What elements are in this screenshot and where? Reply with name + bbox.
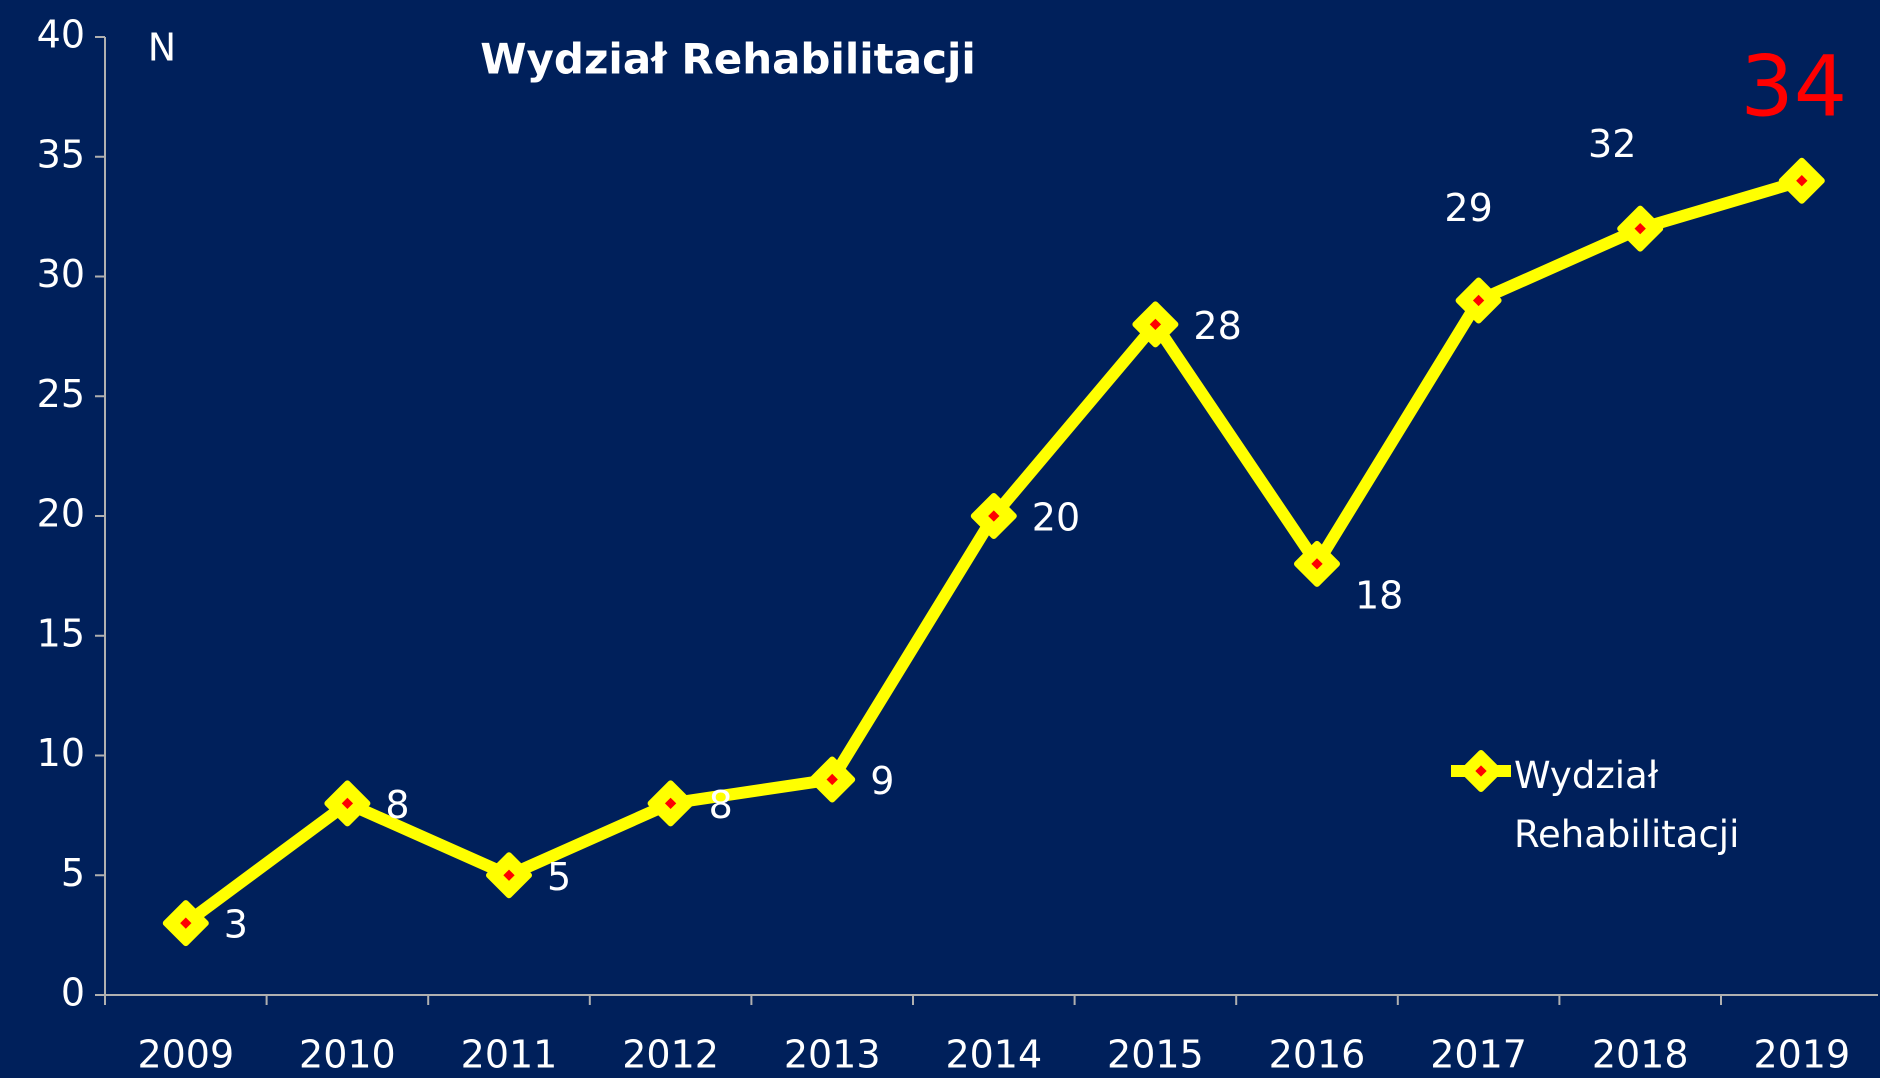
x-tick-label: 2009 bbox=[137, 1033, 234, 1077]
chart-title: Wydział Rehabilitacji bbox=[480, 35, 976, 84]
x-tick-label: 2010 bbox=[299, 1033, 396, 1077]
data-label: 8 bbox=[385, 783, 409, 827]
data-label: 3 bbox=[224, 903, 248, 947]
marker-center bbox=[1634, 222, 1646, 235]
data-label: 28 bbox=[1193, 304, 1241, 348]
marker-center bbox=[503, 869, 515, 881]
marker-center bbox=[180, 917, 192, 929]
x-tick-label: 2012 bbox=[622, 1033, 719, 1077]
x-tick-label: 2014 bbox=[945, 1033, 1042, 1077]
y-tick-label: 20 bbox=[37, 492, 85, 536]
y-tick-label: 15 bbox=[37, 611, 85, 655]
y-axis-label: N bbox=[148, 26, 176, 70]
marker-center bbox=[826, 773, 838, 786]
marker-center bbox=[341, 797, 354, 810]
y-tick-label: 35 bbox=[37, 132, 85, 176]
legend-marker-center bbox=[1475, 765, 1487, 777]
y-tick-label: 40 bbox=[37, 13, 85, 57]
data-label: 34 bbox=[1740, 38, 1847, 136]
x-tick-label: 2015 bbox=[1107, 1033, 1204, 1077]
data-label: 18 bbox=[1355, 573, 1403, 617]
marker-center bbox=[1472, 294, 1485, 307]
data-label: 29 bbox=[1444, 186, 1492, 230]
marker-center bbox=[1311, 558, 1323, 570]
x-tick-label: 2019 bbox=[1753, 1033, 1850, 1077]
legend-label: Wydział Rehabilitacji bbox=[1514, 754, 1740, 856]
x-tick-label: 2016 bbox=[1269, 1033, 1366, 1077]
marker-center bbox=[664, 797, 677, 810]
data-label: 9 bbox=[870, 759, 894, 803]
data-label: 8 bbox=[709, 783, 733, 827]
x-tick-label: 2013 bbox=[784, 1033, 881, 1077]
marker-center bbox=[1796, 175, 1808, 187]
x-tick-label: 2018 bbox=[1592, 1033, 1689, 1077]
y-tick-label: 5 bbox=[61, 851, 85, 895]
y-tick-label: 0 bbox=[61, 971, 85, 1015]
y-tick-label: 25 bbox=[37, 372, 85, 416]
data-label: 32 bbox=[1588, 122, 1636, 166]
y-tick-label: 30 bbox=[37, 252, 85, 296]
data-label: 20 bbox=[1032, 496, 1080, 540]
marker-center bbox=[988, 510, 1000, 522]
x-tick-label: 2011 bbox=[461, 1033, 558, 1077]
data-label: 5 bbox=[547, 855, 571, 899]
marker-center bbox=[1149, 318, 1162, 331]
x-tick-label: 2017 bbox=[1430, 1033, 1527, 1077]
y-tick-label: 10 bbox=[37, 731, 85, 775]
